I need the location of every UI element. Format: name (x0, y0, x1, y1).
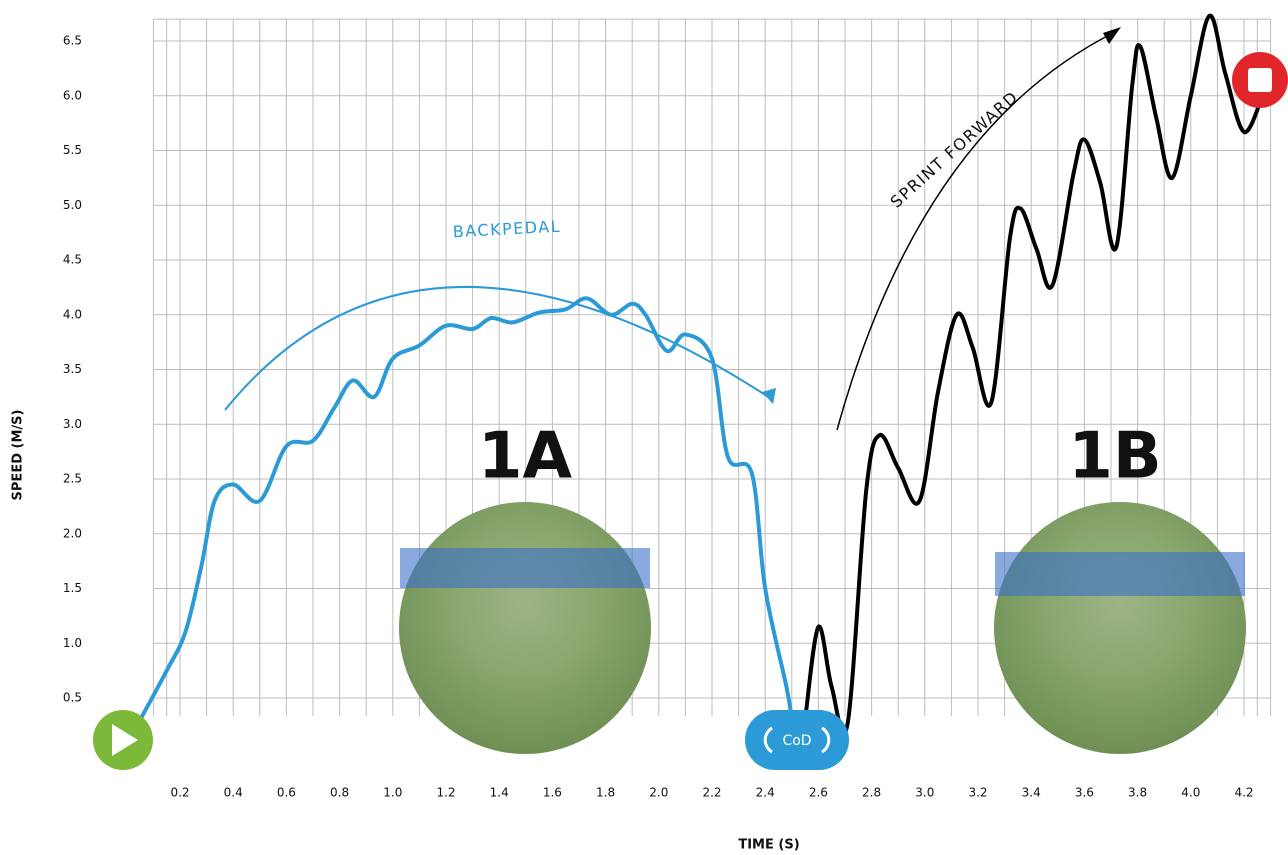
start-icon-play (112, 724, 138, 756)
x-tick-label: 0.6 (277, 786, 296, 800)
photo-1a (399, 502, 651, 754)
x-tick-label: 1.4 (490, 786, 509, 800)
x-tick-label: 1.0 (383, 786, 402, 800)
photo-1b-track (995, 552, 1245, 596)
cod-arrow-right (821, 726, 831, 754)
y-tick-label: 4.0 (63, 307, 82, 321)
x-tick-label: 2.8 (862, 786, 881, 800)
x-tick-label: 3.2 (968, 786, 987, 800)
x-tick-label: 2.6 (809, 786, 828, 800)
y-tick-label: 4.5 (63, 253, 82, 267)
x-tick-label: 2.2 (702, 786, 721, 800)
x-tick-label: 2.0 (649, 786, 668, 800)
x-tick-label: 0.2 (170, 786, 189, 800)
x-tick-label: 3.0 (915, 786, 934, 800)
y-tick-label: 2.0 (63, 526, 82, 540)
y-tick-label: 6.0 (63, 88, 82, 102)
y-tick-label: 6.5 (63, 34, 82, 48)
x-tick-label: 3.8 (1128, 786, 1147, 800)
sprint-label: SPRINT FORWARD (887, 87, 1022, 212)
x-tick-label: 2.4 (756, 786, 775, 800)
cod-badge (745, 710, 849, 770)
x-tick-label: 4.2 (1234, 786, 1253, 800)
x-tick-label: 0.4 (224, 786, 243, 800)
backpedal-label: BACKPEDAL (452, 217, 561, 242)
backpedal-arrow (224, 286, 771, 411)
y-tick-label: 2.5 (63, 472, 82, 486)
photo-1a-track (400, 548, 650, 588)
series-line (803, 13, 1265, 736)
sprint-arrowhead (1103, 27, 1121, 44)
x-tick-label: 1.6 (543, 786, 562, 800)
y-tick-label: 5.0 (63, 198, 82, 212)
x-tick-label: 3.6 (1075, 786, 1094, 800)
x-tick-label: 1.2 (436, 786, 455, 800)
y-tick-label: 0.5 (63, 691, 82, 705)
cod-label: CoD (782, 733, 811, 749)
x-tick-label: 1.8 (596, 786, 615, 800)
backpedal-arrowhead (762, 388, 776, 404)
y-tick-label: 1.0 (63, 636, 82, 650)
label-1b: 1B (1068, 420, 1161, 494)
y-tick-label: 5.5 (63, 143, 82, 157)
y-tick-label: 1.5 (63, 581, 82, 595)
x-tick-label: 3.4 (1022, 786, 1041, 800)
x-tick-label: 0.8 (330, 786, 349, 800)
y-tick-label: 3.0 (63, 417, 82, 431)
cod-arrow-left (763, 726, 773, 754)
x-axis-label: TIME (S) (738, 838, 799, 853)
y-tick-label: 3.5 (63, 362, 82, 376)
x-tick-label: 4.0 (1181, 786, 1200, 800)
series-line (138, 296, 794, 722)
sprint-arrow (836, 31, 1116, 431)
stop-icon-square (1248, 68, 1272, 92)
label-1a: 1A (478, 420, 573, 494)
y-axis-label: SPEED (M/S) (11, 410, 26, 501)
photo-1b (994, 502, 1246, 754)
